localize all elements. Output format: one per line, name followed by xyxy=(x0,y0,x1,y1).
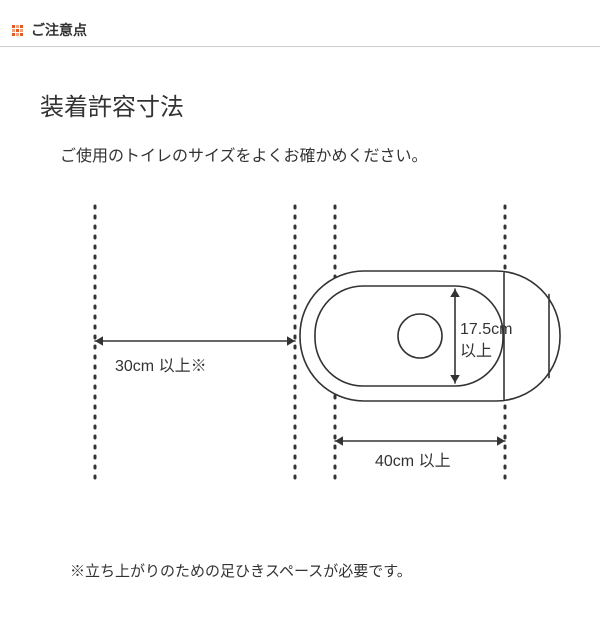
svg-text:以上: 以上 xyxy=(460,342,492,360)
section-title: ご注意点 xyxy=(31,20,87,40)
footnote: ※立ち上がりのための足ひきスペースが必要です。 xyxy=(70,560,600,581)
section-header: ご注意点 xyxy=(0,20,600,47)
svg-text:40cm 以上: 40cm 以上 xyxy=(375,452,451,470)
page-subtitle: ご使用のトイレのサイズをよくお確かめください。 xyxy=(60,142,600,166)
svg-text:17.5cm: 17.5cm xyxy=(460,321,512,338)
page-title: 装着許容寸法 xyxy=(40,87,600,122)
accent-dots-icon xyxy=(12,25,23,36)
dimension-diagram: 30cm 以上※ 17.5cm 以上 40cm 以上 xyxy=(20,196,580,556)
diagram-svg: 30cm 以上※ 17.5cm 以上 40cm 以上 xyxy=(20,196,580,516)
svg-text:30cm 以上※: 30cm 以上※ xyxy=(115,357,207,375)
